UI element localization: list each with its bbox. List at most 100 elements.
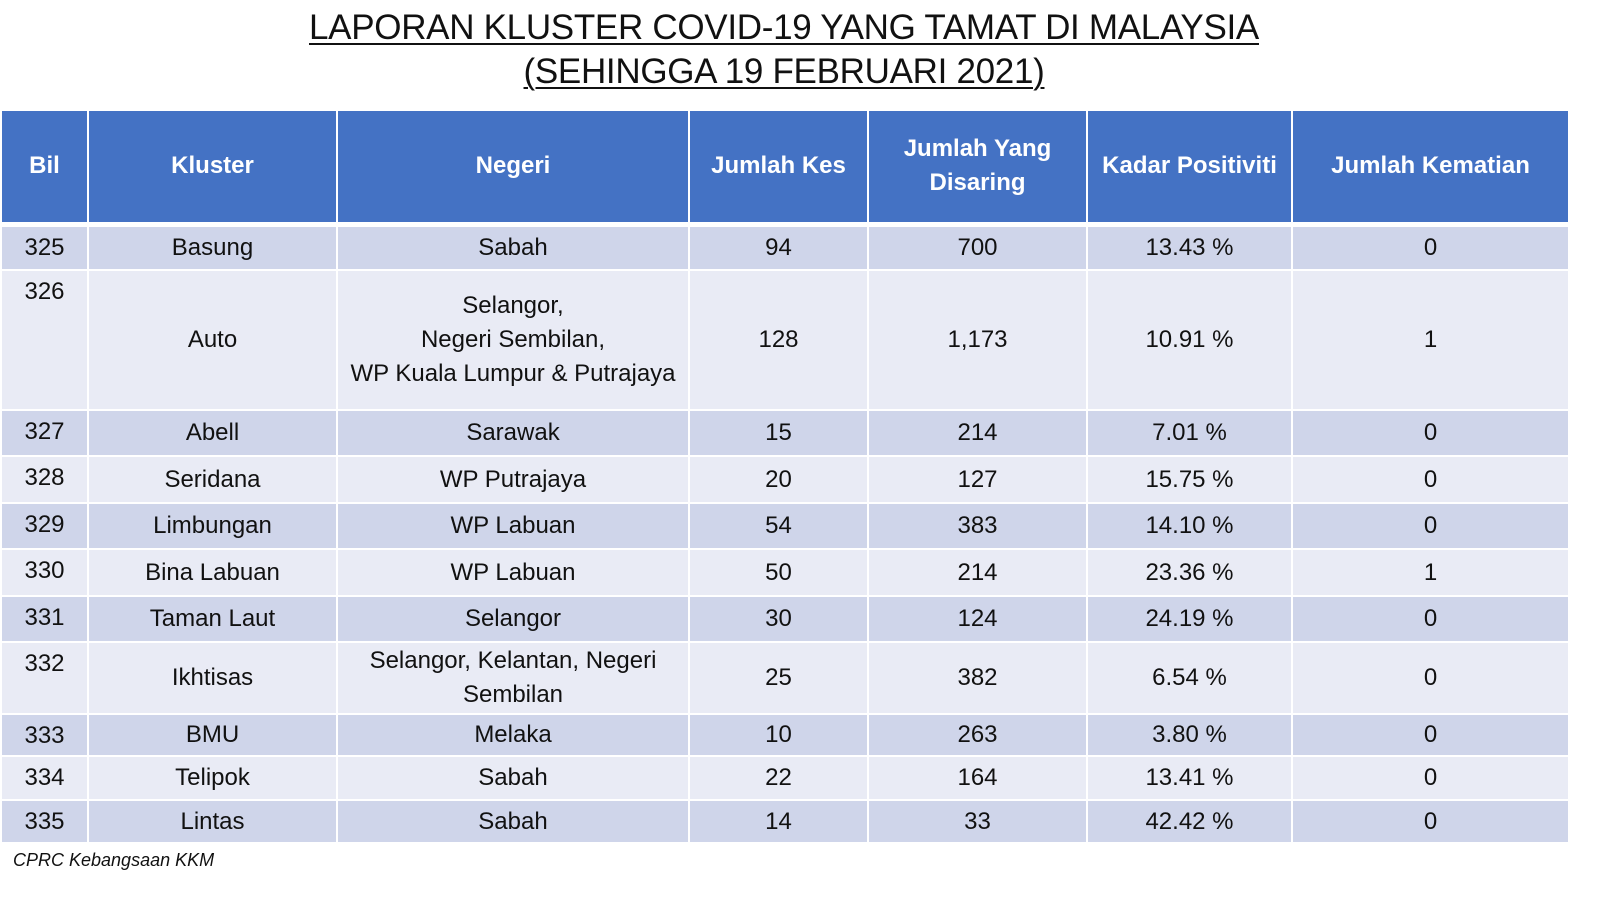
cell-jumlah-kematian: 1	[1291, 548, 1570, 597]
cell-negeri-line: Melaka	[474, 721, 552, 748]
header-jumlah-disaring-line-1: Jumlah Yang	[903, 135, 1052, 163]
cluster-report-table: Bil Kluster Negeri Jumlah Kes Jumlah Yan…	[0, 109, 1570, 844]
cell-kluster: Abell	[87, 409, 338, 457]
cell-bil: 332	[0, 641, 89, 715]
cell-jumlah-disaring: 263	[867, 713, 1088, 757]
table-row: 327 Abell Sarawak 15 214 7.01 % 0	[0, 409, 1570, 457]
cell-jumlah-kes: 54	[688, 502, 869, 550]
cell-bil: 333	[0, 713, 89, 757]
cell-kadar-positiviti: 23.36 %	[1086, 548, 1293, 597]
cell-kadar-positiviti: 7.01 %	[1086, 409, 1293, 457]
cell-jumlah-kes: 94	[688, 223, 869, 271]
table-row: 328 Seridana WP Putrajaya 20 127 15.75 % 0	[0, 455, 1570, 504]
cell-bil: 325	[0, 223, 89, 271]
cell-bil: 335	[0, 799, 89, 844]
cell-bil: 328	[0, 455, 89, 504]
cell-jumlah-disaring: 33	[867, 799, 1088, 844]
cell-kadar-positiviti: 6.54 %	[1086, 641, 1293, 715]
cell-jumlah-kes: 14	[688, 799, 869, 844]
cell-bil: 327	[0, 409, 89, 457]
cell-negeri-line: Selangor, Kelantan, Negeri	[369, 647, 657, 674]
cell-kadar-positiviti: 13.41 %	[1086, 755, 1293, 801]
cell-jumlah-kematian: 0	[1291, 595, 1570, 643]
cell-negeri-line: Selangor	[464, 605, 562, 632]
cell-jumlah-disaring: 127	[867, 455, 1088, 504]
cell-jumlah-kematian: 0	[1291, 223, 1570, 271]
report-title-line-1: LAPORAN KLUSTER COVID-19 YANG TAMAT DI M…	[309, 8, 1259, 47]
cell-negeri: Melaka	[336, 713, 690, 757]
cell-jumlah-kes: 22	[688, 755, 869, 801]
table-row: 332 Ikhtisas Selangor, Kelantan, Negeri Sem…	[0, 641, 1570, 715]
cell-negeri: WP Labuan	[336, 502, 690, 550]
cell-jumlah-kes: 128	[688, 269, 869, 411]
table-row: 333 BMU Melaka 10 263 3.80 % 0	[0, 713, 1570, 757]
table-body: 325 Basung Sabah 94 700 13.43 % 0 326 Auto Selang…	[0, 223, 1570, 844]
cell-jumlah-disaring: 214	[867, 548, 1088, 597]
header-bil: Bil	[0, 109, 89, 227]
header-row: Bil Kluster Negeri Jumlah Kes Jumlah Yan…	[0, 109, 1570, 227]
header-kadar-positiviti: Kadar Positiviti	[1086, 109, 1293, 227]
cell-negeri: WP Putrajaya	[336, 455, 690, 504]
cell-negeri-line: Selangor,	[462, 292, 564, 319]
cell-jumlah-disaring: 382	[867, 641, 1088, 715]
cell-bil: 330	[0, 548, 89, 597]
cell-negeri-line: Negeri Sembilan,	[420, 326, 606, 353]
cell-jumlah-kematian: 0	[1291, 455, 1570, 504]
cell-kluster: Taman Laut	[87, 595, 338, 643]
cell-kadar-positiviti: 24.19 %	[1086, 595, 1293, 643]
cell-negeri-line: Sabah	[478, 233, 548, 261]
cell-jumlah-kes: 20	[688, 455, 869, 504]
header-jumlah-disaring-line-2: Disaring	[929, 169, 1026, 197]
header-negeri: Negeri	[336, 109, 690, 227]
table-row: 334 Telipok Sabah 22 164 13.41 % 0	[0, 755, 1570, 801]
cell-jumlah-disaring: 124	[867, 595, 1088, 643]
cell-jumlah-kes: 10	[688, 713, 869, 757]
cell-kluster: Seridana	[87, 455, 338, 504]
cell-negeri: Selangor	[336, 595, 690, 643]
cell-negeri: WP Labuan	[336, 548, 690, 597]
cell-kluster: BMU	[87, 713, 338, 757]
cell-negeri-line: Sabah	[478, 807, 548, 835]
cell-jumlah-kematian: 0	[1291, 409, 1570, 457]
cell-kluster: Telipok	[87, 755, 338, 801]
cell-kluster: Limbungan	[87, 502, 338, 550]
cell-kluster: Basung	[87, 223, 338, 271]
cell-negeri-line: Sarawak	[466, 419, 560, 446]
cell-negeri: Sarawak	[336, 409, 690, 457]
cell-jumlah-disaring: 700	[867, 223, 1088, 271]
cell-negeri: Sabah	[336, 799, 690, 844]
cell-negeri-line: Sabah	[478, 764, 548, 791]
cell-negeri-line: WP Kuala Lumpur & Putrajaya	[350, 360, 676, 387]
table-row: 335 Lintas Sabah 14 33 42.42 % 0	[0, 799, 1570, 844]
cell-bil: 331	[0, 595, 89, 643]
table-row: 325 Basung Sabah 94 700 13.43 % 0	[0, 223, 1570, 271]
cell-negeri-line: WP Putrajaya	[439, 465, 587, 493]
cell-jumlah-kematian: 0	[1291, 641, 1570, 715]
header-jumlah-kes: Jumlah Kes	[688, 109, 869, 227]
cell-jumlah-kes: 50	[688, 548, 869, 597]
cell-jumlah-disaring: 214	[867, 409, 1088, 457]
cell-kadar-positiviti: 3.80 %	[1086, 713, 1293, 757]
cell-negeri-line: WP Labuan	[450, 512, 576, 539]
cell-bil: 326	[0, 269, 89, 411]
table-header: Bil Kluster Negeri Jumlah Kes Jumlah Yan…	[0, 109, 1570, 227]
cell-kluster: Bina Labuan	[87, 548, 338, 597]
table-row: 329 Limbungan WP Labuan 54 383 14.10 % 0	[0, 502, 1570, 550]
cell-jumlah-kematian: 0	[1291, 755, 1570, 801]
header-jumlah-kematian: Jumlah Kematian	[1291, 109, 1570, 227]
cell-jumlah-kes: 30	[688, 595, 869, 643]
header-jumlah-disaring: Jumlah Yang Disaring	[867, 109, 1088, 227]
cell-jumlah-disaring: 383	[867, 502, 1088, 550]
cell-jumlah-kes: 25	[688, 641, 869, 715]
cell-jumlah-kematian: 0	[1291, 799, 1570, 844]
cell-jumlah-disaring: 164	[867, 755, 1088, 801]
source-note: CPRC Kebangsaan KKM	[13, 850, 215, 870]
table-row: 330 Bina Labuan WP Labuan 50 214 23.36 % 1	[0, 548, 1570, 597]
cell-negeri: Sabah	[336, 755, 690, 801]
cell-jumlah-disaring: 1,173	[867, 269, 1088, 411]
cell-kadar-positiviti: 14.10 %	[1086, 502, 1293, 550]
report-title: LAPORAN KLUSTER COVID-19 YANG TAMAT DI M…	[0, 6, 1568, 94]
cell-jumlah-kematian: 0	[1291, 502, 1570, 550]
table-row: 326 Auto Selangor, Negeri Sembilan, WP Kuala…	[0, 269, 1570, 411]
cell-negeri: Selangor, Kelantan, Negeri Sembilan	[336, 641, 690, 715]
